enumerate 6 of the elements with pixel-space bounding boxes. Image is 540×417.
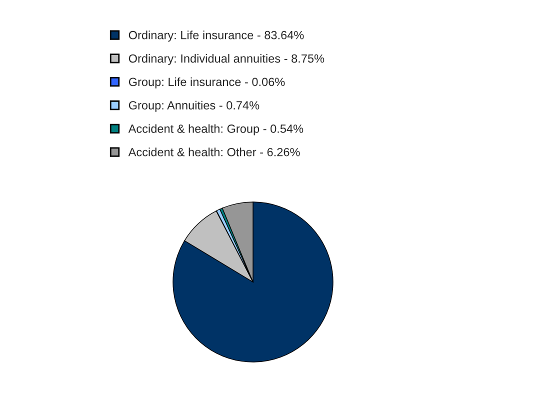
legend-label: Group: Life insurance - 0.06% [128,77,285,88]
legend-label: Accident & health: Other - 6.26% [128,148,300,156]
legend-label: Group: Annuities - 0.74% [128,100,260,112]
legend-label: Accident & health: Group - 0.54% [128,124,304,136]
legend-label: Ordinary: Individual annuities - 8.75% [128,54,324,66]
legend-label: Ordinary: Life insurance - 83.64% [128,30,304,42]
